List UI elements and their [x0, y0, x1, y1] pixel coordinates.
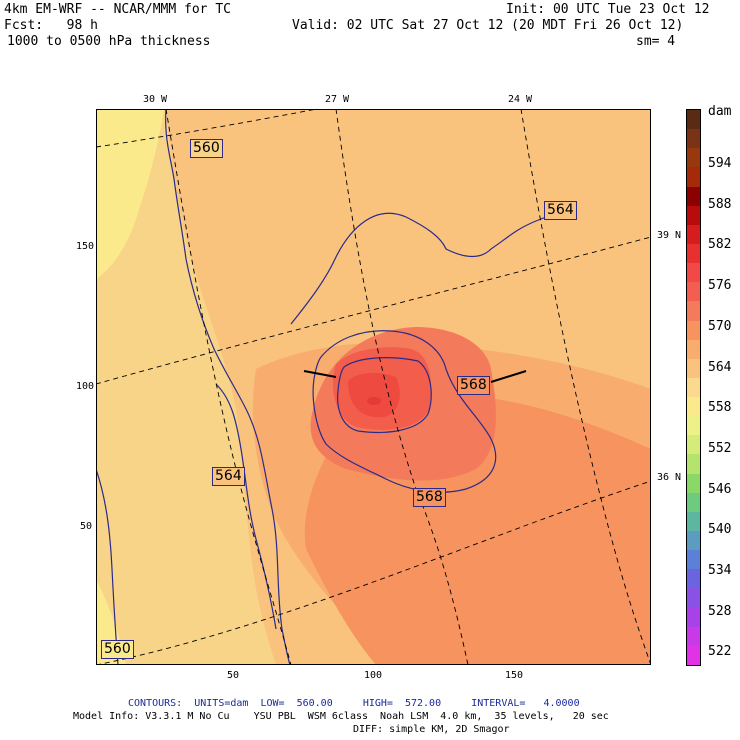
- field-name: 1000 to 0500 hPa thickness: [7, 34, 211, 49]
- parallel-north: [96, 109, 320, 148]
- colorbar-swatch: [687, 224, 700, 245]
- colorbar-swatch: [687, 511, 700, 532]
- contours-high: HIGH= 572.00: [362, 698, 442, 709]
- colorbar-swatch: [687, 550, 700, 570]
- colorbar: [686, 109, 701, 666]
- plot-frame: [96, 109, 651, 665]
- x-tick-150: 150: [505, 670, 524, 681]
- colorbar-swatch: [687, 569, 700, 589]
- contour-label-564-west: 564: [212, 467, 245, 486]
- x-tick-100: 100: [364, 670, 383, 681]
- contour-label-568-center: 568: [457, 376, 490, 395]
- colorbar-swatch: [687, 301, 700, 321]
- colorbar-swatch: [687, 243, 700, 264]
- lon-label-24w: 24 W: [508, 94, 533, 105]
- y-tick-100: 100: [76, 381, 95, 392]
- contours-label: CONTOURS:: [128, 698, 183, 709]
- contour-label-564-east: 564: [544, 201, 577, 220]
- colorbar-level-label: 576: [708, 278, 732, 294]
- diffusion-info: DIFF: simple KM, 2D Smagor: [353, 724, 510, 735]
- contours-interval: INTERVAL= 4.0000: [471, 698, 580, 709]
- colorbar-swatch: [687, 454, 700, 475]
- parallel-39n: [96, 236, 651, 385]
- colorbar-swatch: [687, 588, 700, 609]
- parallel-36n: [96, 480, 651, 665]
- colorbar-level-label: 534: [708, 563, 732, 578]
- colorbar-level-label: 522: [708, 644, 732, 660]
- contour-568-ring: [312, 330, 497, 493]
- footer-contours: CONTOURS: UNITS=dam LOW= 560.00 HIGH= 57…: [128, 698, 580, 709]
- valid-time: Valid: 02 UTC Sat 27 Oct 12 (20 MDT Fri …: [292, 18, 684, 33]
- colorbar-swatch: [687, 320, 700, 341]
- colorbar-swatch: [687, 167, 700, 188]
- contour-west-edge: [96, 468, 119, 665]
- colorbar-level-label: 564: [708, 359, 732, 375]
- contour-560-coast: [165, 109, 291, 665]
- colorbar-swatch: [687, 110, 700, 130]
- colorbar-swatch: [687, 205, 700, 226]
- fill-region-574: [348, 372, 400, 418]
- colorbar-swatch: [687, 129, 700, 149]
- meridian-27w: [335, 109, 469, 665]
- colorbar-swatch: [687, 339, 700, 360]
- graticule: [96, 109, 651, 665]
- colorbar-level-label: 570: [708, 318, 732, 334]
- colorbar-level-label: 528: [708, 603, 732, 619]
- contour-564-loop: [290, 208, 567, 325]
- colorbar-level-label: 540: [708, 522, 732, 538]
- lat-label-36n: 36 N: [657, 472, 682, 483]
- colorbar-swatch: [687, 473, 700, 494]
- lon-label-30w: 30 W: [143, 94, 168, 105]
- contours-low: LOW= 560.00: [260, 698, 333, 709]
- colorbar-swatch: [687, 148, 700, 168]
- colorbar-swatch: [687, 397, 700, 417]
- colorbar-swatch: [687, 607, 700, 628]
- colorbar-swatch: [687, 358, 700, 379]
- fill-region-northwest-556: [96, 109, 164, 279]
- contours-units: UNITS=dam: [194, 698, 249, 709]
- model-info: Model Info: V3.3.1 M No Cu YSU PBL WSM 6…: [73, 711, 609, 722]
- thickness-map: [96, 109, 651, 665]
- contour-label-560-north: 560: [190, 139, 223, 158]
- colorbar-swatch: [687, 435, 700, 455]
- contour-564-west: [215, 383, 277, 630]
- x-tick-50: 50: [227, 670, 240, 681]
- contour-label-560-south: 560: [101, 640, 134, 659]
- contour-label-568-south: 568: [413, 488, 446, 507]
- colorbar-level-label: 594: [708, 156, 732, 171]
- wind-barb-east: [490, 370, 527, 383]
- colorbar-level-label: 558: [708, 400, 732, 416]
- colorbar-level-label: 582: [708, 237, 732, 253]
- colorbar-swatch: [687, 416, 700, 436]
- contour-572-ring: [337, 357, 432, 434]
- fill-region-west-558: [96, 109, 276, 665]
- colorbar-level-label: 588: [708, 196, 732, 212]
- colorbar-swatch: [687, 263, 700, 283]
- meridian-30w: [165, 109, 292, 665]
- meridian-24w: [520, 109, 651, 665]
- forecast-hour: Fcst: 98 h: [4, 18, 98, 33]
- lon-label-27w: 27 W: [325, 94, 350, 105]
- colorbar-swatch: [687, 492, 700, 513]
- y-tick-150: 150: [76, 241, 95, 252]
- smoothing: sm= 4: [636, 34, 676, 49]
- colorbar-level-label: 546: [708, 481, 732, 497]
- colorbar-swatch: [687, 531, 700, 551]
- model-title: 4km EM-WRF -- NCAR/MMM for TC: [4, 2, 231, 17]
- colorbar-swatch: [687, 377, 700, 398]
- colorbar-swatch: [687, 186, 700, 207]
- colorbar-unit: dam: [708, 104, 732, 119]
- colorbar-swatch: [687, 626, 700, 647]
- init-time: Init: 00 UTC Tue 23 Oct 12: [506, 2, 710, 17]
- lat-label-39n: 39 N: [657, 230, 682, 241]
- colorbar-level-label: 552: [708, 440, 732, 456]
- colorbar-swatch: [687, 282, 700, 302]
- colorbar-swatch: [687, 645, 700, 666]
- wind-barb-west: [303, 370, 337, 378]
- y-tick-50: 50: [80, 521, 93, 532]
- fill-region-core: [367, 397, 381, 405]
